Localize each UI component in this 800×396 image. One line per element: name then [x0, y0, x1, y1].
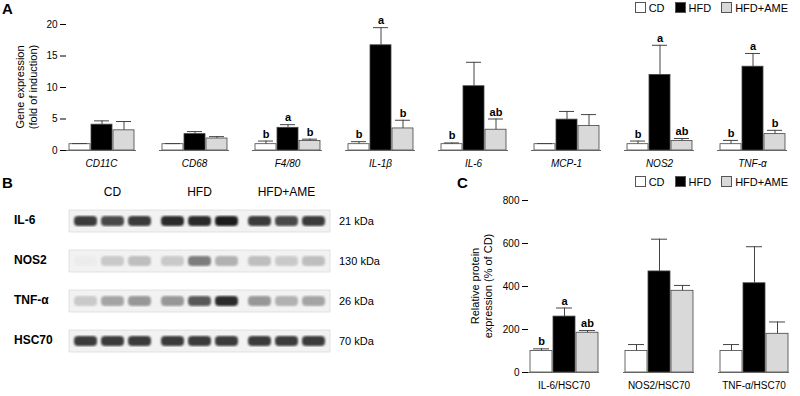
svg-text:b: b — [400, 107, 407, 119]
html-text:A: A — [2, 0, 13, 17]
svg-text:130 kDa: 130 kDa — [339, 255, 381, 267]
svg-text:F4/80: F4/80 — [275, 158, 301, 169]
svg-text:0: 0 — [52, 145, 58, 156]
svg-text:HFD: HFD — [187, 185, 212, 199]
svg-text:a: a — [285, 111, 292, 123]
svg-text:Gene expression(fold of induct: Gene expression(fold of induction) — [14, 45, 39, 129]
svg-text:CD: CD — [104, 185, 122, 199]
svg-text:800: 800 — [503, 195, 520, 206]
svg-text:ab: ab — [676, 125, 689, 137]
svg-text:Relative proteinexpression (%: Relative proteinexpression (% of CD) — [469, 234, 494, 339]
svg-text:600: 600 — [503, 238, 520, 249]
html-text:B: B — [2, 174, 13, 191]
svg-text:200: 200 — [503, 324, 520, 335]
svg-text:26 kDa: 26 kDa — [339, 295, 375, 307]
svg-text:400: 400 — [503, 281, 520, 292]
html-text:CD: CD — [648, 176, 665, 188]
svg-text:a: a — [561, 295, 568, 307]
svg-text:b: b — [635, 128, 642, 140]
svg-text:b: b — [356, 128, 363, 140]
svg-text:b: b — [449, 129, 456, 141]
html-text:CD: CD — [648, 2, 665, 14]
svg-text:b: b — [538, 335, 545, 347]
html-text:HFD+AME: HFD+AME — [735, 176, 788, 188]
svg-text:TNF-α: TNF-α — [738, 158, 767, 169]
svg-text:21 kDa: 21 kDa — [339, 215, 375, 227]
svg-text:5: 5 — [52, 113, 58, 124]
svg-text:IL-6: IL-6 — [14, 213, 36, 227]
svg-text:a: a — [657, 32, 664, 44]
svg-text:b: b — [728, 127, 735, 139]
svg-text:b: b — [263, 128, 270, 140]
html-text:HFD: HFD — [688, 176, 712, 188]
svg-text:NOS2: NOS2 — [646, 158, 674, 169]
svg-text:IL-6: IL-6 — [465, 158, 483, 169]
svg-text:b: b — [772, 117, 779, 129]
svg-text:NOS2/HSC70: NOS2/HSC70 — [628, 380, 691, 391]
svg-text:0: 0 — [514, 367, 520, 378]
svg-text:CD68: CD68 — [182, 158, 208, 169]
svg-text:IL-6/HSC70: IL-6/HSC70 — [538, 380, 591, 391]
svg-text:20: 20 — [46, 19, 58, 30]
svg-text:MCP-1: MCP-1 — [551, 158, 582, 169]
svg-text:b: b — [307, 126, 314, 138]
svg-text:a: a — [378, 14, 385, 26]
svg-text:IL-1β: IL-1β — [369, 158, 392, 169]
html-text:C: C — [457, 174, 468, 191]
svg-text:ab: ab — [490, 106, 503, 118]
svg-text:TNF-α: TNF-α — [14, 293, 49, 307]
svg-text:10: 10 — [46, 82, 58, 93]
svg-text:TNF-α/HSC70: TNF-α/HSC70 — [722, 380, 786, 391]
svg-text:CD11C: CD11C — [85, 158, 118, 169]
svg-text:HFD+AME: HFD+AME — [258, 185, 316, 199]
svg-text:70 kDa: 70 kDa — [339, 335, 375, 347]
svg-text:15: 15 — [46, 50, 58, 61]
svg-text:a: a — [750, 40, 757, 52]
html-text:HFD+AME: HFD+AME — [735, 2, 788, 14]
svg-text:ab: ab — [581, 317, 594, 329]
html-text:HFD: HFD — [688, 2, 712, 14]
svg-text:HSC70: HSC70 — [14, 333, 53, 347]
svg-text:NOS2: NOS2 — [14, 253, 47, 267]
